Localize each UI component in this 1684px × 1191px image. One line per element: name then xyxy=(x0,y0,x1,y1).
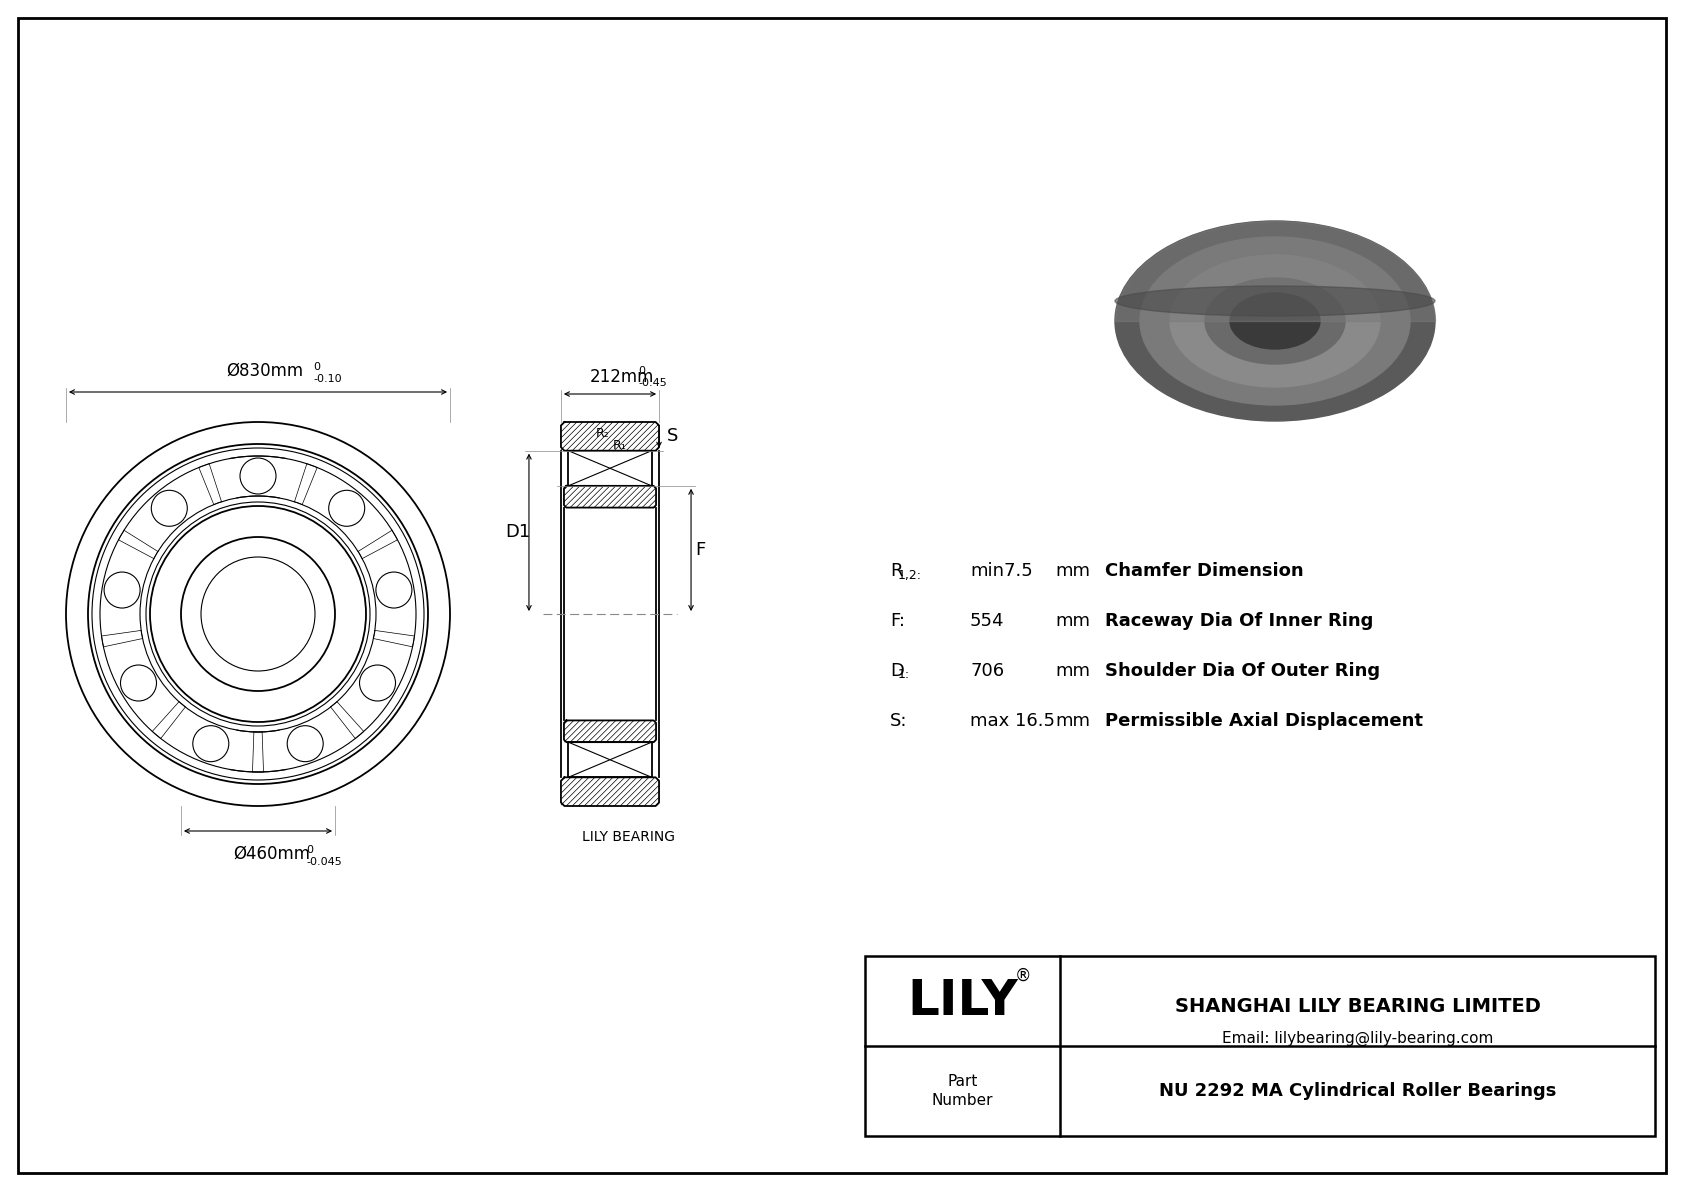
Ellipse shape xyxy=(1206,278,1346,364)
Bar xyxy=(568,742,652,778)
Text: F:: F: xyxy=(891,612,904,630)
Text: mm: mm xyxy=(1054,712,1090,730)
Text: LILY: LILY xyxy=(908,977,1017,1025)
Text: min7.5: min7.5 xyxy=(970,562,1032,580)
Text: S: S xyxy=(667,428,679,445)
Text: 1,2:: 1,2: xyxy=(898,568,923,581)
Text: -0.045: -0.045 xyxy=(306,858,342,867)
Ellipse shape xyxy=(1115,222,1435,420)
Text: mm: mm xyxy=(1054,662,1090,680)
Text: NU 2292 MA Cylindrical Roller Bearings: NU 2292 MA Cylindrical Roller Bearings xyxy=(1159,1081,1556,1100)
Text: D: D xyxy=(891,662,904,680)
Text: Shoulder Dia Of Outer Ring: Shoulder Dia Of Outer Ring xyxy=(1105,662,1381,680)
Text: mm: mm xyxy=(1054,562,1090,580)
Text: R₁: R₁ xyxy=(613,438,626,451)
Text: -0.10: -0.10 xyxy=(313,374,342,384)
Ellipse shape xyxy=(1115,286,1435,316)
Text: 0: 0 xyxy=(638,366,645,376)
Text: mm: mm xyxy=(1054,612,1090,630)
Text: 706: 706 xyxy=(970,662,1004,680)
Bar xyxy=(866,956,1655,1136)
Text: ®: ® xyxy=(1014,967,1031,985)
Text: Chamfer Dimension: Chamfer Dimension xyxy=(1105,562,1303,580)
Text: 212mm: 212mm xyxy=(589,368,655,386)
Ellipse shape xyxy=(1170,255,1379,387)
Text: LILY BEARING: LILY BEARING xyxy=(583,830,675,844)
Text: R₂: R₂ xyxy=(596,426,610,439)
Text: 1:: 1: xyxy=(898,668,909,681)
Text: -0.45: -0.45 xyxy=(638,378,667,388)
Ellipse shape xyxy=(1140,237,1410,405)
Text: S:: S: xyxy=(891,712,908,730)
Text: 0: 0 xyxy=(306,844,313,855)
Text: SHANGHAI LILY BEARING LIMITED: SHANGHAI LILY BEARING LIMITED xyxy=(1174,997,1541,1016)
Text: F: F xyxy=(695,541,706,559)
Text: Email: lilybearing@lily-bearing.com: Email: lilybearing@lily-bearing.com xyxy=(1223,1031,1494,1047)
Bar xyxy=(568,450,652,486)
Text: Part
Number: Part Number xyxy=(931,1073,994,1109)
Text: Ø830mm: Ø830mm xyxy=(226,362,303,380)
Text: max 16.5: max 16.5 xyxy=(970,712,1054,730)
Text: Ø460mm: Ø460mm xyxy=(232,844,310,863)
Text: Raceway Dia Of Inner Ring: Raceway Dia Of Inner Ring xyxy=(1105,612,1374,630)
Text: Permissible Axial Displacement: Permissible Axial Displacement xyxy=(1105,712,1423,730)
Text: 554: 554 xyxy=(970,612,1004,630)
Text: 0: 0 xyxy=(313,362,320,372)
Text: R: R xyxy=(891,562,903,580)
Ellipse shape xyxy=(1229,293,1320,349)
Text: D1: D1 xyxy=(505,523,530,542)
